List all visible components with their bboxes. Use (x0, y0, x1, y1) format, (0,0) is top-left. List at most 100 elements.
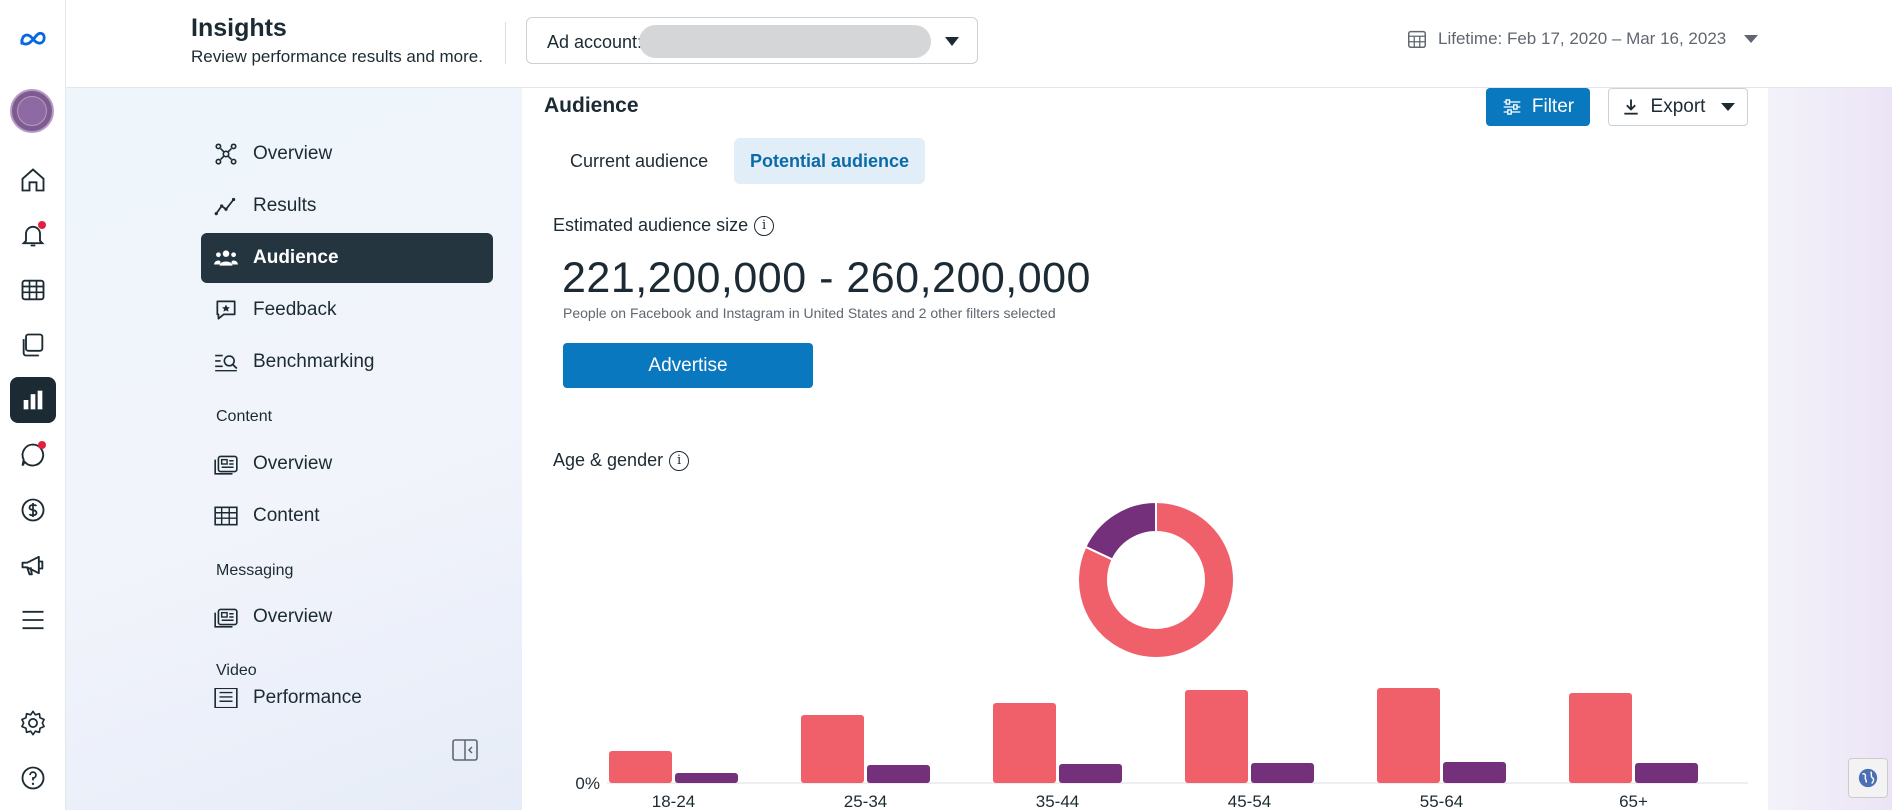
sidebar-item-label: Audience (253, 247, 339, 268)
tab-label: Current audience (570, 150, 709, 171)
megaphone-icon[interactable] (10, 542, 56, 588)
sidebar-item-overview[interactable]: Overview (201, 129, 493, 179)
ad-account-redacted (639, 25, 931, 58)
messages-icon[interactable] (10, 432, 56, 478)
bar (993, 703, 1056, 783)
export-chevron-icon (1721, 103, 1736, 111)
tab-potential-audience[interactable]: Potential audience (734, 138, 926, 184)
date-range-picker[interactable]: Lifetime: Feb 17, 2020 – Mar 16, 2023 (1406, 28, 1759, 50)
sidebar-item-content-overview[interactable]: Overview (201, 439, 493, 489)
export-label: Export (1650, 96, 1706, 117)
sidebar-item-label: Results (253, 195, 317, 216)
home-icon[interactable] (10, 157, 56, 203)
sidebar-item-label: Overview (253, 143, 333, 164)
x-tick-label: 55-64 (1420, 792, 1463, 810)
estimate-heading: Estimated audience size i (553, 215, 775, 236)
sidebar-item-content[interactable]: Content (201, 491, 493, 541)
bar (1059, 764, 1122, 783)
bar (609, 751, 672, 783)
tab-current-audience[interactable]: Current audience (554, 138, 724, 184)
filter-label: Filter (1531, 96, 1575, 117)
collapse-sidebar-icon[interactable] (452, 738, 478, 762)
date-range-label: Lifetime: Feb 17, 2020 – Mar 16, 2023 (1438, 29, 1727, 48)
help-icon[interactable] (10, 755, 56, 801)
overview-icon (215, 143, 237, 165)
feedback-icon (216, 300, 236, 320)
donut-slice (1077, 500, 1235, 659)
ad-account-dropdown[interactable]: Ad account: (526, 17, 978, 64)
bar (1377, 688, 1440, 783)
donut-slice (1084, 500, 1157, 561)
bar (1185, 690, 1248, 783)
bar (867, 765, 930, 783)
sidebar-section-messaging: Messaging (216, 562, 294, 579)
filter-sliders-icon (1503, 99, 1521, 115)
avatar[interactable] (10, 89, 54, 133)
results-icon (214, 197, 236, 216)
sidebar-item-feedback[interactable]: Feedback (201, 285, 493, 335)
performance-icon (214, 688, 238, 708)
bar (801, 715, 864, 783)
sidebar-item-audience[interactable]: Audience (201, 233, 493, 283)
sidebar-item-label: Feedback (253, 299, 337, 320)
estimate-label: Estimated audience size (553, 215, 749, 235)
age-gender-info-icon[interactable]: i (669, 450, 690, 471)
sidebar-item-results[interactable]: Results (201, 181, 493, 231)
header-divider (505, 22, 506, 64)
x-tick-label: 35-44 (1036, 792, 1079, 810)
page-title: Insights (191, 14, 287, 42)
globe-icon[interactable] (1848, 758, 1888, 798)
bar (1443, 762, 1506, 783)
sidebar-item-label: Content (253, 505, 320, 526)
content-table-icon (214, 506, 238, 526)
advertise-button[interactable]: Advertise (563, 343, 813, 388)
pages-icon[interactable] (10, 322, 56, 368)
tab-label: Potential audience (750, 150, 910, 171)
notifications-icon[interactable] (10, 212, 56, 258)
age-gender-label: Age & gender (553, 450, 664, 470)
sidebar-item-performance[interactable]: Performance (201, 688, 493, 708)
advertise-label: Advertise (648, 354, 728, 376)
sidebar-section-content: Content (216, 408, 273, 425)
x-tick-label: 65+ (1619, 792, 1648, 810)
sidebar-section-video: Video (216, 662, 257, 679)
x-tick-label: 18-24 (652, 792, 695, 810)
info-icon[interactable]: i (754, 215, 775, 236)
section-title: Audience (544, 94, 639, 117)
menu-icon[interactable] (10, 597, 56, 643)
left-rail (0, 0, 66, 810)
right-gradient-area (1768, 88, 1892, 810)
sidebar-item-label: Performance (253, 688, 362, 708)
bar (1251, 763, 1314, 783)
calendar-icon (1408, 30, 1426, 48)
sidebar-item-label: Benchmarking (253, 351, 375, 372)
bar (1569, 693, 1632, 783)
export-button[interactable]: Export (1608, 88, 1748, 126)
dollar-icon[interactable] (10, 487, 56, 533)
age-gender-heading: Age & gender i (553, 450, 690, 471)
x-tick-label: 25-34 (844, 792, 887, 810)
meta-logo-icon[interactable] (10, 16, 56, 62)
date-chevron-icon (1744, 35, 1759, 43)
bar (675, 773, 738, 783)
insights-icon[interactable] (10, 377, 56, 423)
main-content: Audience Filter Export Current audience … (522, 88, 1768, 810)
filter-button[interactable]: Filter (1486, 88, 1590, 126)
notification-dot (38, 221, 46, 229)
sidebar-item-label: Overview (253, 606, 333, 627)
ad-account-label: Ad account: (547, 32, 643, 52)
sidebar-item-messaging-overview[interactable]: Overview (201, 592, 493, 642)
age-gender-chart: 0% 18-24 25-34 35-44 45-54 55-64 65+ (575, 500, 1748, 810)
content-overview-icon (214, 455, 238, 475)
sidebar-item-label: Overview (253, 453, 333, 474)
page-subtitle: Review performance results and more. (191, 47, 483, 66)
sidebar-scroll-clip: Performance (201, 688, 493, 708)
sidebar-item-benchmarking[interactable]: Benchmarking (201, 337, 493, 387)
bar (1635, 763, 1698, 783)
download-icon (1623, 99, 1638, 115)
table-icon[interactable] (10, 267, 56, 313)
messages-dot (38, 441, 46, 449)
sidebar: Overview Results Audience Feedback Bench… (66, 88, 522, 810)
estimate-value: 221,200,000 - 260,200,000 (562, 254, 1091, 302)
settings-icon[interactable] (10, 700, 56, 746)
